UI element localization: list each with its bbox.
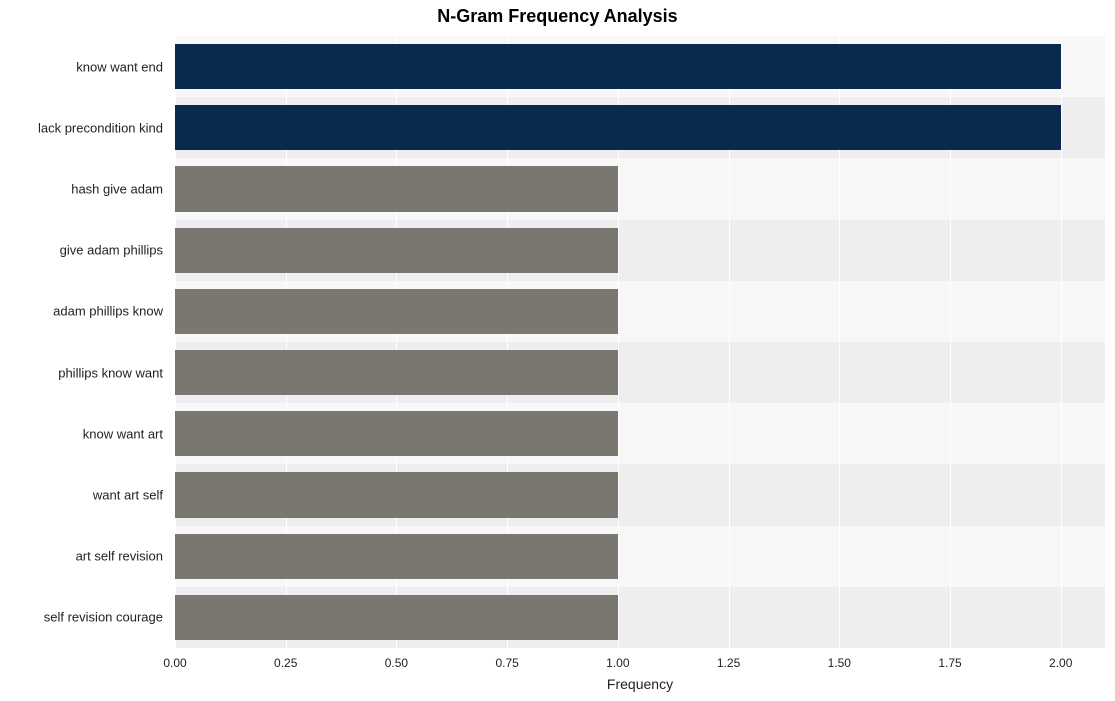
y-tick-label: give adam phillips [0, 243, 175, 258]
plot-inner [175, 36, 1105, 648]
bar [175, 166, 618, 211]
plot-area [175, 36, 1105, 648]
x-tick-label: 1.00 [606, 656, 629, 670]
x-tick-label: 0.00 [163, 656, 186, 670]
x-tick-label: 1.75 [938, 656, 961, 670]
x-tick-label: 1.25 [717, 656, 740, 670]
gridline [1061, 36, 1062, 648]
x-tick-label: 0.75 [495, 656, 518, 670]
bar [175, 534, 618, 579]
x-tick-label: 1.50 [828, 656, 851, 670]
y-tick-label: lack precondition kind [0, 120, 175, 135]
y-tick-label: self revision courage [0, 610, 175, 625]
x-tick-label: 2.00 [1049, 656, 1072, 670]
y-tick-label: art self revision [0, 549, 175, 564]
y-tick-label: phillips know want [0, 365, 175, 380]
x-tick-label: 0.25 [274, 656, 297, 670]
bar [175, 411, 618, 456]
bar [175, 44, 1061, 89]
bar [175, 350, 618, 395]
bar [175, 228, 618, 273]
chart-container: N-Gram Frequency Analysis Frequency know… [0, 0, 1115, 701]
bar [175, 105, 1061, 150]
x-tick-label: 0.50 [385, 656, 408, 670]
bar [175, 472, 618, 517]
y-tick-label: want art self [0, 488, 175, 503]
y-tick-label: adam phillips know [0, 304, 175, 319]
bar [175, 595, 618, 640]
y-tick-label: hash give adam [0, 182, 175, 197]
x-axis-title: Frequency [175, 676, 1105, 692]
bar [175, 289, 618, 334]
chart-title: N-Gram Frequency Analysis [0, 6, 1115, 27]
y-tick-label: know want art [0, 426, 175, 441]
y-tick-label: know want end [0, 59, 175, 74]
